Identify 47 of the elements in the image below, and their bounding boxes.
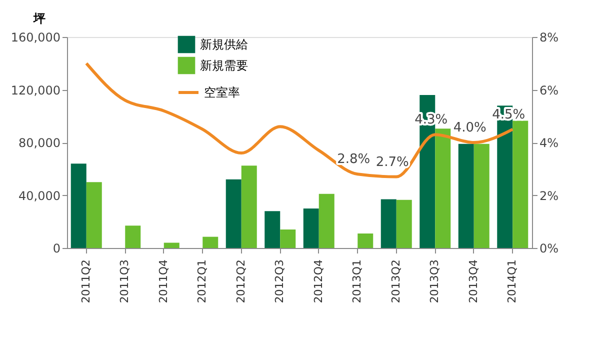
y2-tick-label: 8% — [540, 30, 559, 44]
y2-tick-label: 2% — [540, 188, 559, 203]
bar — [396, 200, 412, 248]
data-label: 2.8% — [337, 152, 370, 168]
data-label: 4.0% — [453, 120, 486, 136]
bar — [86, 182, 102, 248]
x-tick-label: 2012Q3 — [273, 260, 286, 304]
y2-tick-label: 0% — [540, 242, 559, 256]
x-tick-label: 2011Q4 — [156, 260, 170, 304]
data-label: 2.7% — [376, 154, 409, 170]
y-tick-label: 80,000 — [18, 136, 60, 150]
x-tick-label: 2012Q4 — [312, 260, 325, 304]
legend-label: 新規需要 — [200, 58, 248, 72]
bar — [380, 199, 396, 248]
x-tick-label: 2012Q1 — [196, 260, 209, 304]
x-tick-label: 2011Q2 — [79, 260, 92, 304]
bar — [512, 120, 528, 248]
bar — [318, 194, 334, 248]
bar — [226, 179, 242, 248]
legend-label: 新規供給 — [200, 38, 248, 52]
x-tick-label: 2013Q4 — [466, 260, 480, 304]
bar — [202, 236, 218, 248]
x-tick-label: 2013Q2 — [389, 260, 402, 304]
bar — [458, 144, 474, 248]
bar — [358, 233, 374, 248]
x-tick-label: 2014Q1 — [506, 260, 519, 304]
legend-label: 空室率 — [204, 86, 240, 100]
y2-tick-label: 6% — [540, 83, 559, 98]
y-axis-title: 坪 — [32, 12, 46, 26]
bar — [435, 128, 451, 248]
bar — [264, 211, 280, 248]
y-tick-label: 0 — [52, 242, 60, 256]
bar — [303, 208, 319, 248]
y-tick-label: 40,000 — [18, 188, 60, 203]
bar — [125, 226, 141, 248]
x-tick-label: 2012Q2 — [234, 260, 248, 304]
x-tick-label: 2011Q3 — [118, 260, 132, 304]
bar — [241, 166, 257, 248]
y-tick-label: 120,000 — [10, 83, 60, 98]
bar — [164, 242, 180, 248]
x-tick-label: 2013Q1 — [350, 260, 364, 304]
bar — [474, 144, 490, 248]
bar — [70, 164, 86, 248]
bar — [280, 230, 296, 248]
x-tick-label: 2013Q3 — [428, 260, 442, 304]
y2-tick-label: 4% — [540, 136, 559, 150]
y-tick-label: 160,000 — [10, 30, 60, 44]
